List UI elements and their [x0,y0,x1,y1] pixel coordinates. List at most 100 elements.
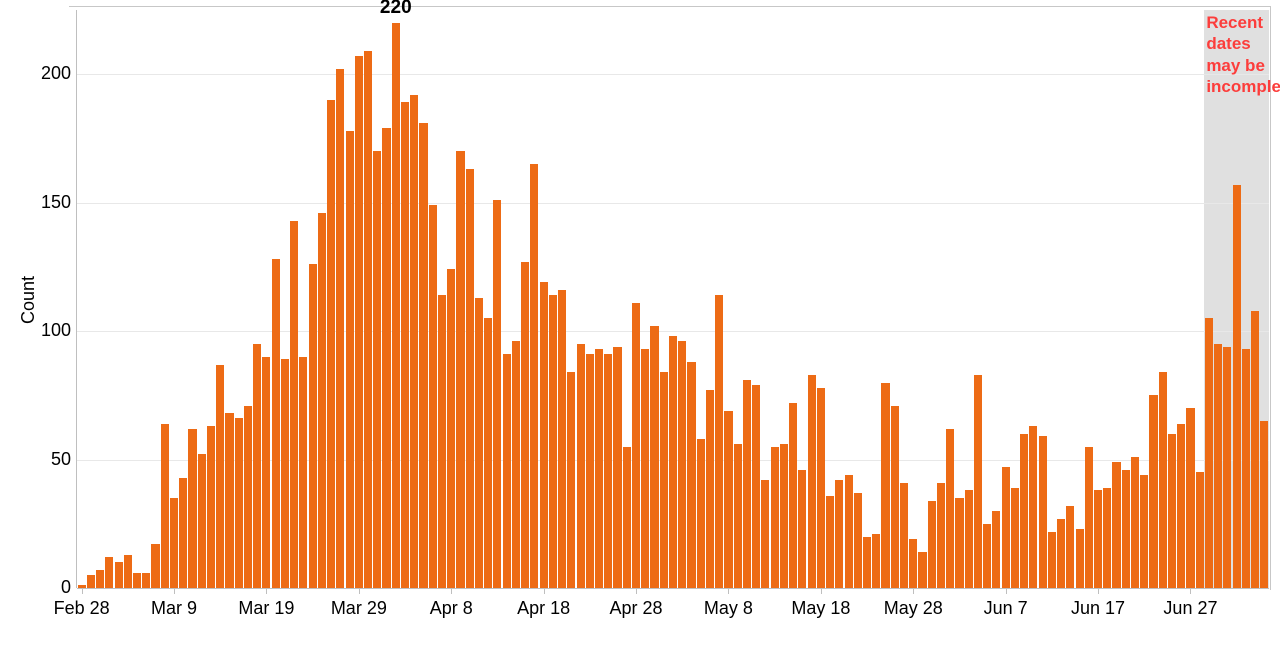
bar [595,349,603,588]
bar [992,511,1000,588]
bar [438,295,446,588]
bar [983,524,991,588]
bar [1186,408,1194,588]
x-tick-label: Jun 27 [1163,598,1217,619]
bar [87,575,95,588]
bar [706,390,714,588]
bar [1260,421,1268,588]
bar [752,385,760,588]
bar [484,318,492,588]
bar [1205,318,1213,588]
bar [928,501,936,588]
bar [115,562,123,588]
bar [965,490,973,588]
y-axis-label: Count [18,276,39,324]
bar [530,164,538,588]
bar [142,573,150,588]
bar [456,151,464,588]
x-tick-label: Mar 19 [238,598,294,619]
bar [262,357,270,588]
x-tick-label: Mar 29 [331,598,387,619]
bar [586,354,594,588]
y-tick-label: 150 [41,192,71,213]
bar [447,269,455,588]
recent-note-line: Recent dates [1206,12,1280,55]
bar [1076,529,1084,588]
x-tick-label: Apr 8 [430,598,473,619]
bar [188,429,196,588]
y-tick-label: 200 [41,63,71,84]
bar [1214,344,1222,588]
bar [1140,475,1148,588]
bar [1048,532,1056,589]
bar [244,406,252,588]
bar [1177,424,1185,588]
recent-note-line: incomplete [1206,76,1280,97]
bar [604,354,612,588]
bar [1159,372,1167,588]
bar [1196,472,1204,588]
bar [327,100,335,588]
bar [198,454,206,588]
x-tick-label: May 18 [791,598,850,619]
bar [253,344,261,588]
bar [124,555,132,588]
x-tick-label: Jun 17 [1071,598,1125,619]
bar [1002,467,1010,588]
bar [1066,506,1074,588]
bar [373,151,381,588]
bar [743,380,751,588]
bar [410,95,418,588]
bar [281,359,289,588]
bar [1094,490,1102,588]
bar [299,357,307,588]
bar [475,298,483,588]
x-tick-label: Jun 7 [984,598,1028,619]
bar [623,447,631,588]
bar [761,480,769,588]
bar [955,498,963,588]
bar [1131,457,1139,588]
bar [734,444,742,588]
bar [309,264,317,588]
bar [133,573,141,588]
bar [1149,395,1157,588]
bar [419,123,427,588]
bar [613,347,621,588]
bar [540,282,548,588]
bar [909,539,917,588]
bar [687,362,695,588]
x-tick-label: Apr 28 [610,598,663,619]
bar [207,426,215,588]
x-tick-label: Apr 18 [517,598,570,619]
recent-note-line: may be [1206,55,1280,76]
bar [817,388,825,588]
bar [1242,349,1250,588]
bar [272,259,280,588]
bar [891,406,899,588]
bar [429,205,437,588]
bar [780,444,788,588]
bar [1168,434,1176,588]
bar [918,552,926,588]
bar [558,290,566,588]
bar [151,544,159,588]
bar [1122,470,1130,588]
bar [881,383,889,589]
bar [715,295,723,588]
bar [660,372,668,588]
bar [872,534,880,588]
bar [826,496,834,588]
bar [105,557,113,588]
y-tick-label: 0 [61,577,71,598]
bar [216,365,224,588]
bar [771,447,779,588]
bar [577,344,585,588]
bar [937,483,945,588]
bar [789,403,797,588]
bar [1112,462,1120,588]
bar [1233,185,1241,588]
bar [1020,434,1028,588]
bar [336,69,344,588]
bar [493,200,501,588]
